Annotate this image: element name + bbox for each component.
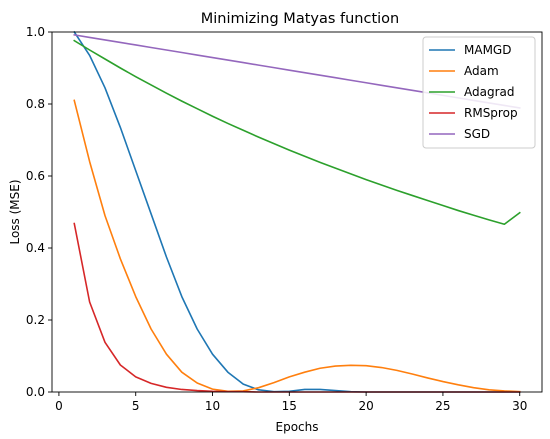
x-tick-label: 0 [55, 399, 63, 413]
y-tick-label: 0.0 [26, 385, 45, 399]
x-tick-label: 25 [435, 399, 450, 413]
legend-label-adagrad: Adagrad [464, 85, 515, 99]
x-axis-label: Epochs [276, 420, 319, 434]
legend-label-mamgd: MAMGD [464, 43, 511, 57]
legend-label-sgd: SGD [464, 127, 490, 141]
legend: MAMGD Adam Adagrad RMSprop SGD [422, 36, 536, 149]
chart-title: Minimizing Matyas function [201, 11, 400, 27]
y-tick-label: 0.2 [26, 313, 45, 327]
x-tick-label: 5 [132, 399, 140, 413]
axes-layer: 0 5 10 15 20 25 30 0.0 0.2 0.4 0.6 0.8 1.0 [26, 25, 543, 413]
legend-label-rmsprop: RMSprop [464, 106, 518, 120]
x-tick-label: 20 [358, 399, 373, 413]
series-line-adam [73, 99, 521, 393]
y-tick-label: 0.8 [26, 97, 45, 111]
x-tick-label: 10 [205, 399, 220, 413]
plot-frame [51, 31, 543, 393]
y-tick-label: 0.6 [26, 169, 45, 183]
x-tick-label: 15 [282, 399, 297, 413]
y-tick-label: 0.4 [26, 241, 45, 255]
legend-label-adam: Adam [464, 64, 499, 78]
y-axis-label: Loss (MSE) [8, 179, 22, 244]
x-tick-label: 30 [512, 399, 527, 413]
y-tick-label: 1.0 [26, 25, 45, 39]
series-line-adagrad [73, 39, 521, 226]
legend-box [422, 36, 536, 149]
